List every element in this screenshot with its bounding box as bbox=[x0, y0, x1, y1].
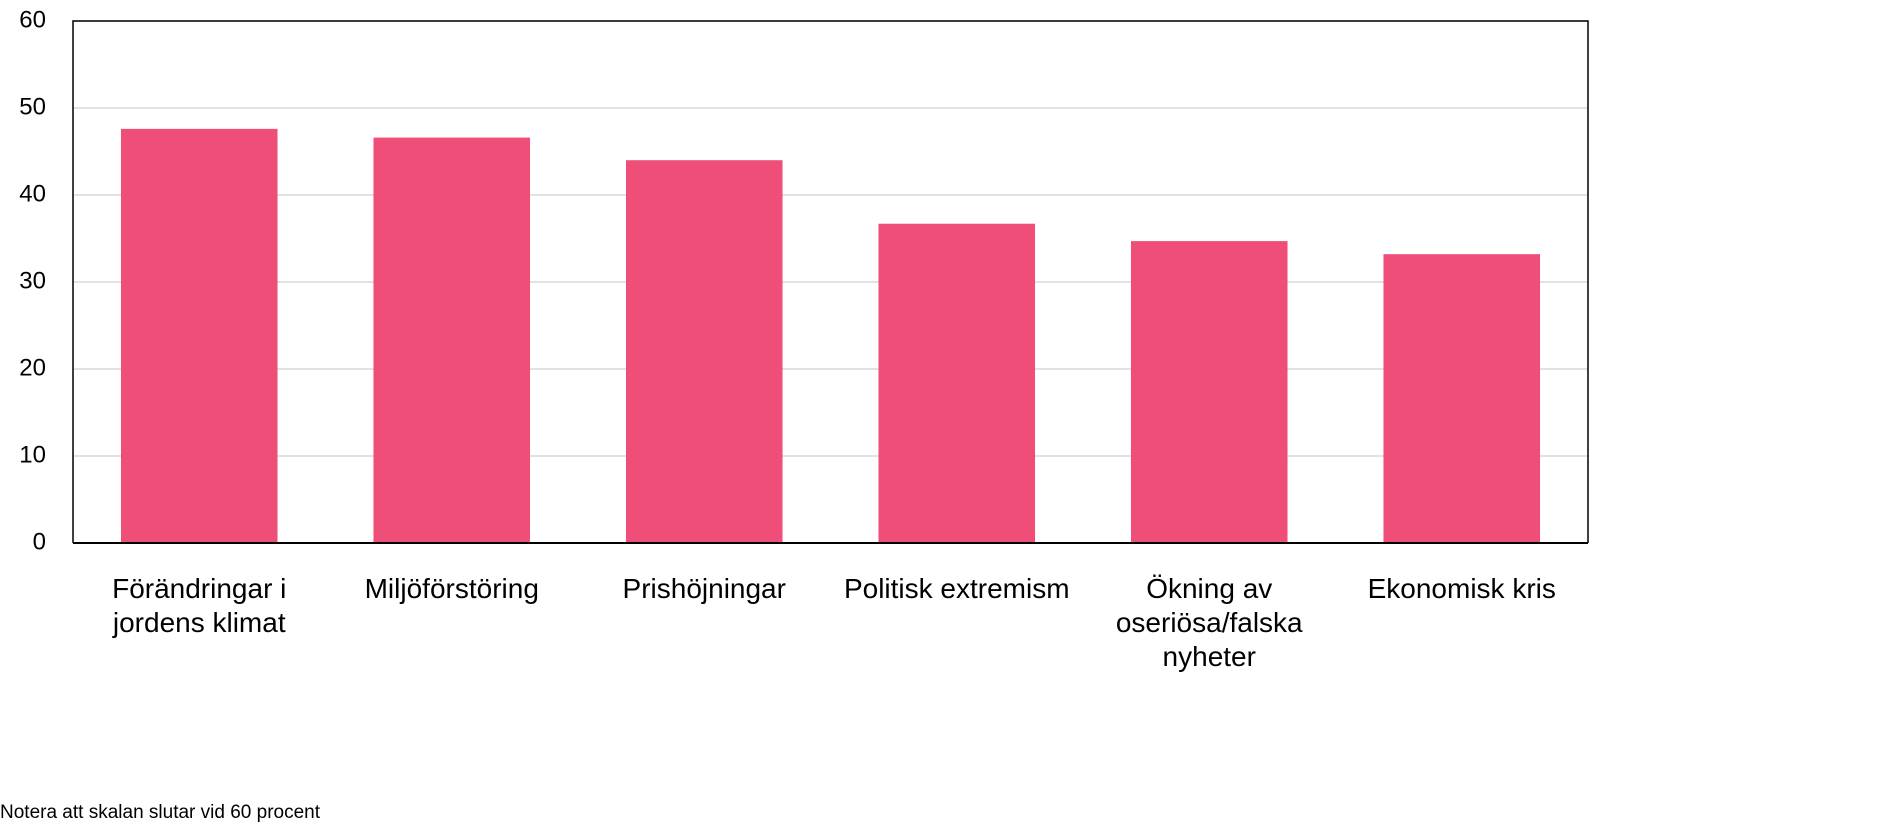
x-tick-label: Förändringar i jordens klimat bbox=[112, 573, 287, 638]
y-tick-label: 60 bbox=[19, 6, 46, 33]
y-tick-label: 30 bbox=[19, 267, 46, 294]
y-tick-label: 50 bbox=[19, 93, 46, 120]
y-tick-label: 0 bbox=[33, 528, 46, 555]
bar bbox=[120, 128, 278, 543]
y-tick-label: 20 bbox=[19, 354, 46, 381]
x-tick-label: Prishöjningar bbox=[622, 573, 786, 604]
x-tick-label: Ekonomisk kris bbox=[1367, 573, 1556, 604]
bar bbox=[373, 137, 531, 543]
x-tick-label: Ökning av oseriösa/falska nyheter bbox=[1115, 573, 1303, 672]
x-tick-label: Politisk extremism bbox=[843, 573, 1070, 604]
bar bbox=[878, 223, 1036, 543]
y-tick-label: 10 bbox=[19, 441, 46, 468]
plot-frame bbox=[72, 20, 1589, 543]
bar bbox=[625, 160, 783, 543]
x-tick-label: Miljöförstöring bbox=[364, 573, 539, 604]
footnote: Notera att skalan slutar vid 60 procent bbox=[0, 802, 321, 823]
y-tick-label: 40 bbox=[19, 180, 46, 207]
bar bbox=[1383, 254, 1541, 543]
bar bbox=[1130, 241, 1288, 544]
